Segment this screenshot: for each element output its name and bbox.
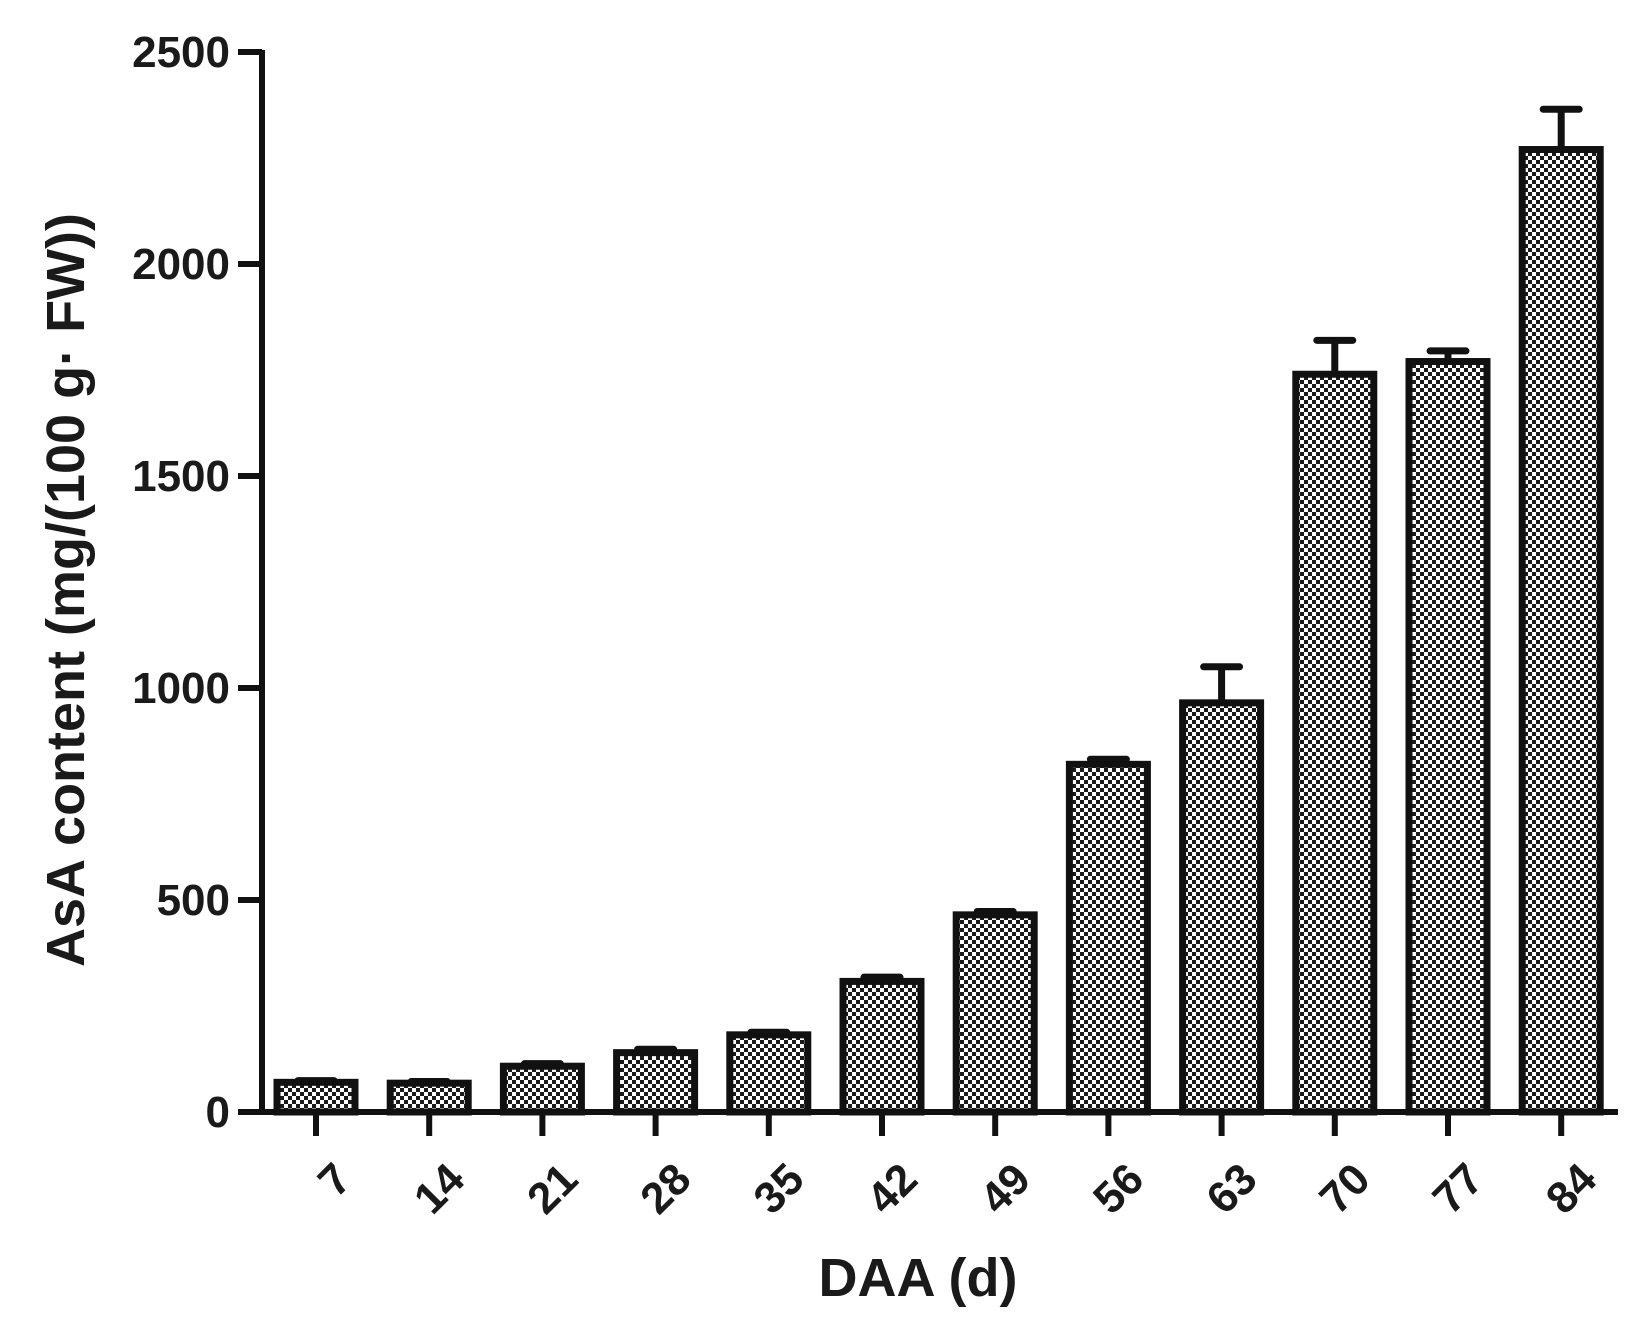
bar-35 — [726, 1031, 812, 1116]
x-tick-label-7: 7 — [309, 1154, 361, 1206]
x-tick-label-42: 42 — [858, 1154, 927, 1223]
x-tick-label-21: 21 — [518, 1154, 587, 1223]
x-tick-label-49: 49 — [971, 1154, 1040, 1223]
y-tick-label-0: 0 — [206, 1088, 230, 1137]
x-tick-label-56: 56 — [1084, 1154, 1153, 1223]
bar-7 — [273, 1078, 359, 1116]
bar-84 — [1518, 146, 1604, 1116]
y-tick-label-1000: 1000 — [132, 664, 230, 713]
y-tick-label-1500: 1500 — [132, 452, 230, 501]
bar-14 — [386, 1079, 472, 1116]
bar-49 — [952, 911, 1038, 1116]
y-tick-label-2000: 2000 — [132, 240, 230, 289]
x-tick-label-28: 28 — [631, 1154, 700, 1223]
bar-21 — [499, 1062, 585, 1116]
bar-28 — [613, 1049, 699, 1116]
x-tick-label-63: 63 — [1197, 1154, 1266, 1223]
axes-layer: 0 500 1000 1500 2000 2500 7 14 21 28 35 42 49 56 63 70 7… — [132, 28, 1618, 1223]
x-tick-label-14: 14 — [405, 1154, 475, 1224]
y-tick-label-500: 500 — [157, 876, 230, 925]
y-tick-label-2500: 2500 — [132, 28, 230, 77]
bar-63 — [1179, 699, 1265, 1116]
x-axis-title: DAA (d) — [819, 1248, 1018, 1308]
x-tick-label-84: 84 — [1537, 1154, 1607, 1224]
x-tick-label-70: 70 — [1310, 1154, 1379, 1223]
bar-77 — [1405, 358, 1491, 1116]
x-tick-label-77: 77 — [1424, 1154, 1493, 1223]
bars-layer — [273, 105, 1604, 1116]
y-axis-title: AsA content (mg/(100 g· FW)) — [36, 213, 96, 967]
x-tick-label-35: 35 — [744, 1154, 813, 1223]
bar-56 — [1065, 760, 1151, 1116]
bar-70 — [1292, 370, 1378, 1116]
bar-42 — [839, 977, 925, 1116]
